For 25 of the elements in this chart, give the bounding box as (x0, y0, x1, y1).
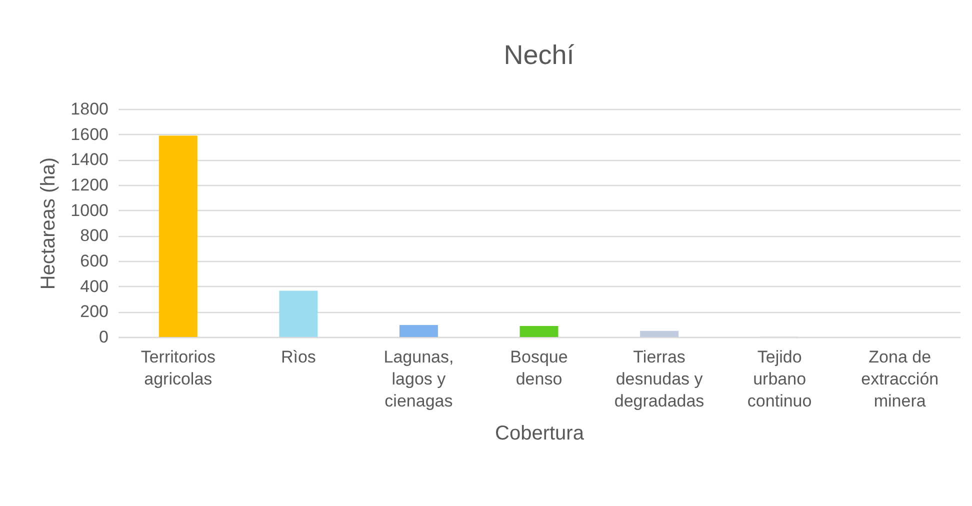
x-tick-label: Zona de extracción minera (861, 348, 939, 410)
chart-title: Nechí (504, 40, 575, 70)
y-tick-label: 1800 (70, 100, 108, 118)
y-tick-label: 800 (80, 226, 108, 246)
y-tick-label: 200 (80, 302, 108, 322)
y-axis-title: Hectareas (ha) (38, 157, 60, 290)
bar (399, 324, 438, 337)
y-tick-label: 1400 (70, 150, 108, 170)
bar (279, 290, 318, 337)
y-tick-label: 1000 (70, 200, 108, 220)
x-axis-title: Cobertura (495, 422, 585, 444)
y-tick-label: 400 (80, 276, 108, 296)
x-tick-label: Rìos (280, 348, 316, 366)
bar (520, 326, 558, 337)
x-tick-label: Bosque denso (510, 348, 568, 388)
x-tick-label: Tierras desnudas y degradadas (614, 348, 704, 410)
x-tick-label: Territorios agricolas (140, 348, 216, 388)
bar (158, 136, 198, 337)
y-tick-label: 1600 (70, 124, 108, 144)
y-tick-label: 600 (80, 252, 108, 270)
y-tick-label: 1200 (70, 176, 108, 194)
x-tick-label: Tejido urbano continuo (747, 348, 812, 410)
y-tick-label: 0 (99, 328, 108, 346)
bar (640, 330, 679, 337)
x-tick-label: Lagunas, lagos y cienagas (384, 348, 454, 410)
